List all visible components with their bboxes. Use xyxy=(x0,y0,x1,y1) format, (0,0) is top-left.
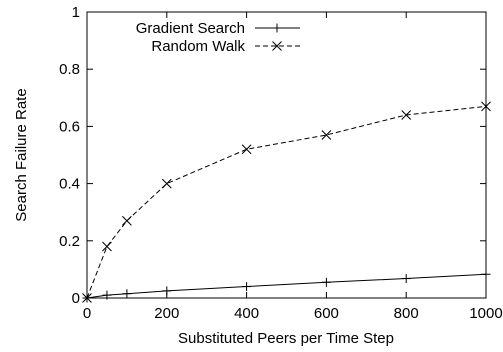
y-tick-label: 0 xyxy=(72,290,80,307)
data-point-random-walk xyxy=(82,293,92,303)
axis-ticks: 0 200 400 600 800 1000 0 0.2 0.4 0.6 0.8 1 xyxy=(59,4,503,322)
marker-stroke xyxy=(321,130,332,140)
marker-stroke xyxy=(122,215,132,226)
data-point-gradient-search xyxy=(481,269,491,279)
data-point-gradient-search xyxy=(102,290,112,300)
marker-stroke xyxy=(161,178,172,189)
legend-marker-gradient-search xyxy=(272,23,282,33)
x-tick-label: 200 xyxy=(154,305,179,322)
data-point-gradient-search xyxy=(401,274,411,284)
legend-label-gradient-search: Gradient Search xyxy=(136,20,245,37)
x-tick-label: 1000 xyxy=(469,305,502,322)
marker-stroke xyxy=(102,241,112,252)
y-tick-label: 0.8 xyxy=(59,61,80,78)
legend-label-random-walk: Random Walk xyxy=(151,38,245,55)
series-line-random-walk xyxy=(86,105,487,299)
data-point-gradient-search xyxy=(321,277,331,287)
data-point-gradient-search xyxy=(162,286,172,296)
y-tick-label: 1 xyxy=(72,4,80,21)
marker-stroke xyxy=(272,41,282,51)
x-axis-label: Substituted Peers per Time Step xyxy=(178,330,394,347)
plot-frame xyxy=(86,11,487,299)
x-tick-label: 400 xyxy=(234,305,259,322)
series-line-gradient-search xyxy=(86,273,487,299)
marker-stroke xyxy=(82,293,92,303)
data-point-random-walk xyxy=(122,215,132,226)
y-tick-label: 0.6 xyxy=(59,118,80,135)
x-tick-label: 800 xyxy=(394,305,419,322)
data-point-random-walk xyxy=(481,101,491,112)
y-axis-label: Search Failure Rate xyxy=(13,88,30,221)
data-point-random-walk xyxy=(401,110,412,120)
data-point-random-walk xyxy=(241,144,252,155)
series-layer xyxy=(82,101,491,303)
data-point-gradient-search xyxy=(242,282,252,292)
x-tick-label: 0 xyxy=(83,305,91,322)
data-point-gradient-search xyxy=(122,289,132,299)
legend-marker-random-walk xyxy=(272,41,282,51)
marker-stroke xyxy=(401,110,412,120)
marker-stroke xyxy=(241,144,252,155)
data-point-random-walk xyxy=(102,241,112,252)
marker-stroke xyxy=(481,101,491,112)
data-point-random-walk xyxy=(161,178,172,189)
data-point-random-walk xyxy=(321,130,332,140)
y-tick-label: 0.2 xyxy=(59,233,80,250)
x-tick-label: 600 xyxy=(314,305,339,322)
y-tick-label: 0.4 xyxy=(59,176,80,193)
